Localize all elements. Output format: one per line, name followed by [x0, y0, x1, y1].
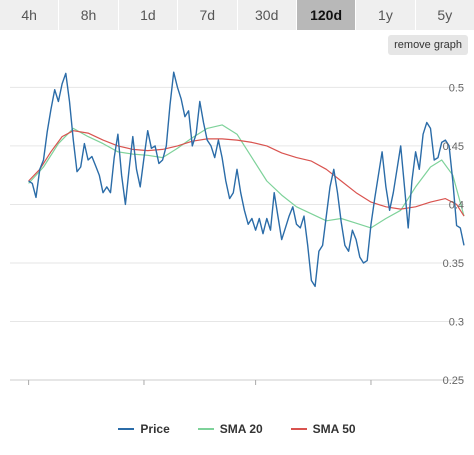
y-tick-label: 0.3: [449, 316, 464, 328]
tab-4h[interactable]: 4h: [0, 0, 60, 30]
chart-legend: Price SMA 20 SMA 50: [0, 418, 474, 440]
legend-label: Price: [140, 422, 170, 436]
y-tick-label: 0.4: [449, 199, 464, 211]
tab-1y[interactable]: 1y: [356, 0, 416, 30]
chart-series: [28, 71, 465, 288]
tab-120d[interactable]: 120d: [296, 0, 357, 30]
y-tick-label: 0.25: [443, 375, 464, 387]
series-line-sma-50: [28, 130, 465, 217]
series-line-sma-20: [28, 124, 465, 229]
legend-label: SMA 20: [219, 422, 263, 436]
legend-item-price[interactable]: Price: [118, 422, 170, 436]
legend-swatch: [290, 428, 307, 430]
legend-item-sma-20[interactable]: SMA 20: [197, 422, 263, 436]
y-axis: 0.25 0.3 0.35 0.4 0.45 0.5: [443, 82, 464, 387]
tab-1d[interactable]: 1d: [118, 0, 179, 30]
y-tick-label: 0.45: [443, 141, 464, 153]
tab-5y[interactable]: 5y: [415, 0, 474, 30]
tab-8h[interactable]: 8h: [59, 0, 119, 30]
series-line-price: [28, 71, 465, 288]
timeframe-tabs: 4h 8h 1d 7d 30d 120d 1y 5y: [0, 0, 474, 30]
legend-swatch: [118, 428, 135, 430]
tab-7d[interactable]: 7d: [178, 0, 238, 30]
y-tick-label: 0.5: [449, 82, 464, 94]
legend-item-sma-50[interactable]: SMA 50: [290, 422, 356, 436]
remove-graph-button[interactable]: remove graph: [388, 35, 468, 55]
legend-swatch: [197, 428, 214, 430]
x-axis: Aug '25Sep '25Oct '25Nov '25: [10, 379, 464, 385]
tab-30d[interactable]: 30d: [237, 0, 297, 30]
y-tick-label: 0.35: [443, 258, 464, 270]
price-chart: Aug '25Sep '25Oct '25Nov '25 0.25 0.3 0.35…: [10, 71, 465, 387]
legend-label: SMA 50: [312, 422, 356, 436]
